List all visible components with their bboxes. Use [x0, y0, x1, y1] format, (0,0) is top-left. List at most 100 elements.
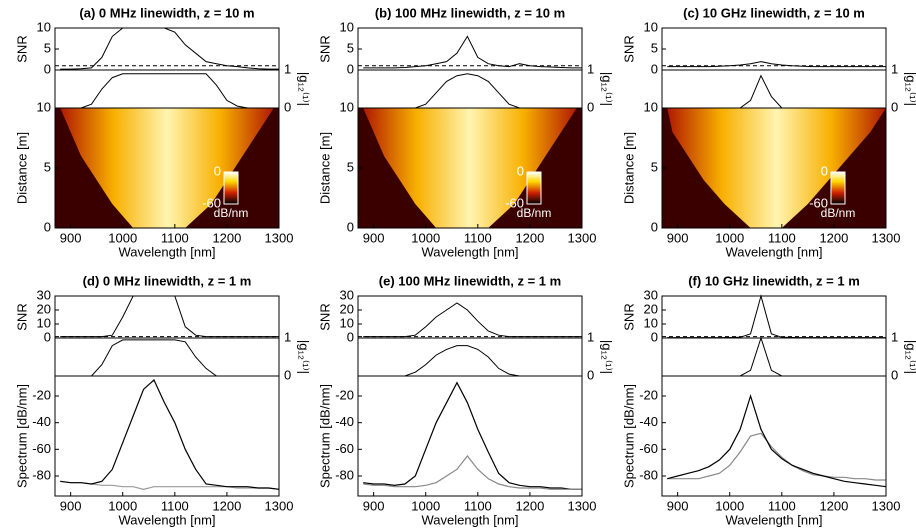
y-axis-label: SNR [14, 35, 29, 62]
y-tick-label: 0 [347, 219, 354, 234]
colorbar-label: dB/nm [517, 206, 552, 220]
colorbar-label: dB/nm [821, 206, 856, 220]
y-tick-label: 1 [587, 329, 594, 344]
y-tick-label: 10 [340, 315, 354, 330]
y-tick-label: 30 [340, 287, 354, 302]
y-axis-label: |g₁₂⁽¹⁾| [297, 72, 312, 106]
y-tick-label: 1 [891, 61, 898, 76]
y-tick-label: 0 [891, 99, 898, 114]
x-tick-label: 1100 [464, 498, 492, 513]
y-tick-label: 5 [44, 40, 51, 55]
y-axis-label: |g₁₂⁽¹⁾| [297, 340, 312, 374]
panel-title: (a) 0 MHz linewidth, z = 10 m [79, 5, 254, 20]
y-tick-label: 0 [651, 219, 658, 234]
data-line [363, 455, 582, 490]
y-axis-label: SNR [621, 35, 636, 62]
colorbar-tick-label: -60 [505, 195, 524, 210]
colorbar-label: dB/nm [214, 206, 249, 220]
y-tick-label: 10 [37, 99, 51, 114]
axes-frame [54, 337, 280, 377]
y-axis-label: Spectrum [dB/nm] [14, 384, 29, 488]
y-axis-label: Distance [m] [621, 132, 636, 204]
y-tick-label: -80 [639, 467, 658, 482]
y-tick-label: 0 [284, 99, 291, 114]
x-tick-label: 1000 [715, 230, 744, 245]
y-tick-label: 0 [44, 329, 51, 344]
panel-title: (f) 10 GHz linewidth, z = 1 m [688, 273, 860, 288]
y-axis-label: SNR [14, 303, 29, 330]
data-line [363, 73, 582, 109]
panel-title: (c) 10 GHz linewidth, z = 10 m [683, 5, 865, 20]
x-tick-label: 1200 [819, 498, 848, 513]
y-tick-label: 20 [37, 301, 51, 316]
axes-frame [54, 375, 280, 497]
x-axis-label: Wavelength [nm] [725, 512, 822, 527]
y-tick-label: -60 [335, 441, 354, 456]
axes-frame [661, 295, 887, 339]
x-tick-label: 1000 [411, 230, 440, 245]
y-axis-label: SNR [317, 303, 332, 330]
x-tick-label: 1100 [464, 230, 492, 245]
y-axis-label: Spectrum [dB/nm] [621, 384, 636, 488]
x-tick-label: 1100 [161, 230, 189, 245]
y-tick-label: 0 [347, 61, 354, 76]
x-tick-label: 1100 [768, 230, 796, 245]
x-tick-label: 900 [667, 230, 689, 245]
axes-frame [357, 337, 583, 377]
x-axis-label: Wavelength [nm] [421, 244, 518, 259]
x-tick-label: 1100 [161, 498, 189, 513]
y-axis-label: |g₁₂⁽¹⁾| [904, 340, 916, 374]
y-tick-label: 10 [644, 315, 658, 330]
y-tick-label: 10 [340, 99, 354, 114]
x-tick-label: 1000 [108, 230, 137, 245]
y-axis-label: SNR [621, 303, 636, 330]
data-line [60, 379, 280, 490]
y-tick-label: 0 [284, 367, 291, 382]
x-tick-label: 1000 [108, 498, 137, 513]
colorbar-tick-label: 0 [214, 163, 221, 178]
y-tick-label: 1 [891, 329, 898, 344]
y-tick-label: -60 [32, 441, 51, 456]
y-tick-label: 1 [587, 61, 594, 76]
y-tick-label: 10 [340, 19, 354, 34]
colorbar-tick-label: 0 [517, 163, 524, 178]
axes-frame [357, 375, 583, 497]
y-tick-label: 1 [284, 329, 291, 344]
colorbar [830, 171, 846, 205]
y-tick-label: 5 [44, 159, 51, 174]
x-tick-label: 1000 [715, 498, 744, 513]
y-tick-label: 5 [651, 40, 658, 55]
data-line [363, 345, 582, 377]
y-tick-label: 5 [347, 159, 354, 174]
x-tick-label: 1200 [515, 230, 544, 245]
data-line [60, 73, 279, 109]
y-tick-label: 30 [37, 287, 51, 302]
axes-frame [661, 375, 887, 497]
x-tick-label: 1300 [568, 230, 597, 245]
y-tick-label: -80 [32, 467, 51, 482]
y-tick-label: -40 [335, 414, 354, 429]
axes-frame [661, 337, 887, 377]
x-tick-label: 1300 [265, 498, 294, 513]
data-line [667, 432, 886, 481]
heatmap-region [60, 108, 274, 228]
y-tick-label: -20 [335, 387, 354, 402]
axes-frame [54, 69, 280, 109]
y-tick-label: 1 [284, 61, 291, 76]
data-line [60, 27, 279, 70]
panel-title: (b) 100 MHz linewidth, z = 10 m [375, 5, 565, 20]
x-axis-label: Wavelength [nm] [118, 244, 215, 259]
x-tick-label: 1300 [872, 230, 901, 245]
y-axis-label: Distance [m] [317, 132, 332, 204]
colorbar [526, 171, 542, 205]
y-tick-label: -60 [639, 441, 658, 456]
y-tick-label: 10 [644, 99, 658, 114]
heatmap-region [363, 108, 577, 228]
data-line [363, 302, 582, 338]
data-line [60, 480, 280, 490]
data-line [667, 336, 886, 377]
axes-frame [357, 69, 583, 109]
y-tick-label: 5 [651, 159, 658, 174]
